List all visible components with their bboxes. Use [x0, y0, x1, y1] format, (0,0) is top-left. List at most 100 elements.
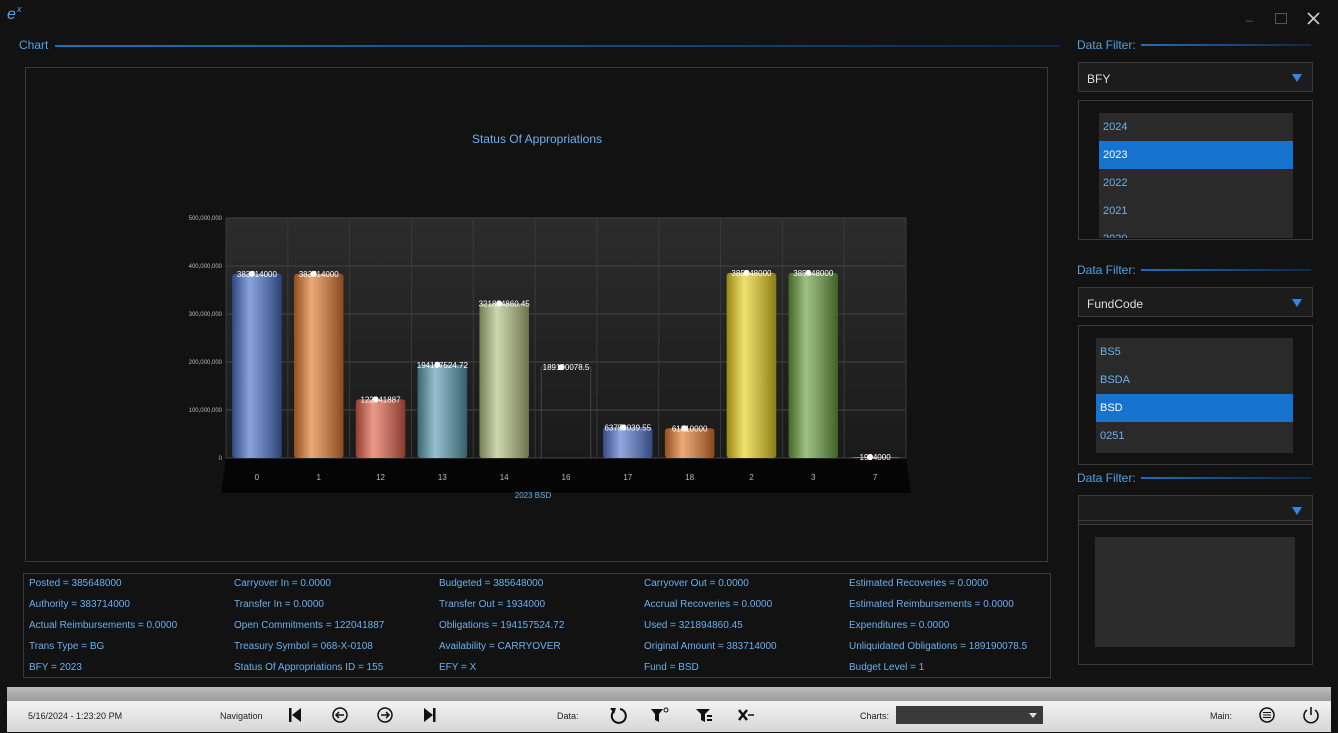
detail-field: Budget Level = 1 [849, 662, 925, 673]
y-tick-label: 400,000,000 [189, 264, 223, 270]
data-label: 189190078.5 [543, 363, 590, 372]
detail-field: Budgeted = 385648000 [439, 578, 544, 589]
header-line [55, 45, 1060, 47]
dropdown-arrow [1292, 74, 1302, 82]
bar-group: 385648000 [788, 269, 838, 458]
x-tick-label: 2 [749, 473, 754, 482]
data-point [434, 361, 441, 368]
detail-field: Estimated Recoveries = 0.0000 [849, 578, 989, 589]
close[interactable] [1307, 12, 1320, 25]
bar-group: 385648000 [726, 269, 777, 458]
data-point [619, 424, 626, 431]
power-button[interactable] [1303, 707, 1319, 724]
navigation-label: Navigation [220, 711, 263, 721]
filter-list: 2024 2023 2022 2021 2020 [1099, 113, 1293, 238]
filter-item[interactable]: 2021 [1103, 205, 1128, 217]
filter-item[interactable]: BS5 [1100, 346, 1121, 358]
charts-label: Charts: [860, 711, 890, 721]
charts-dropdown[interactable] [896, 706, 1043, 724]
data-point [310, 270, 317, 277]
scroll-strip [7, 687, 1331, 701]
maximize[interactable] [1275, 13, 1287, 24]
bar [540, 366, 592, 459]
dropdown-arrow [1292, 299, 1302, 307]
filter-line [1141, 477, 1311, 479]
dropdown-arrow [1292, 507, 1302, 515]
x-tick-label: 18 [685, 473, 694, 482]
prev-button[interactable] [332, 707, 348, 723]
y-tick-label: 200,000,000 [189, 360, 223, 366]
filter-list-panel: 2024 2023 2022 2021 2020 [1078, 100, 1313, 240]
filter-item[interactable]: 2023 [1099, 141, 1293, 169]
data-point [743, 269, 750, 276]
details-panel: Posted = 385648000 Carryover In = 0.0000 B… [23, 573, 1051, 678]
detail-field: Transfer Out = 1934000 [439, 599, 546, 610]
data-label: 194157524.72 [417, 361, 469, 370]
svg-text:x: x [16, 4, 22, 14]
detail-field: Trans Type = BG [29, 641, 105, 652]
timestamp: 5/16/2024 - 1:23:20 PM [28, 711, 123, 721]
last-button[interactable] [424, 708, 436, 722]
bar-group: 63750039.55 [603, 423, 653, 458]
filter-item[interactable]: 2024 [1103, 121, 1128, 133]
first-button[interactable] [289, 708, 301, 722]
detail-field: Unliquidated Obligations = 189190078.5 [849, 641, 1028, 652]
filter-dropdown[interactable]: BFY [1078, 62, 1313, 92]
filter-list-panel: BS5 BSDA BSD 0251 [1078, 325, 1313, 465]
x-tick-label: 3 [811, 473, 816, 482]
data-point [248, 270, 255, 277]
bar-shine [232, 273, 282, 458]
filter-list-button[interactable] [696, 709, 712, 722]
y-tick-label: 100,000,000 [189, 408, 223, 414]
bar-group: 321894860.45 [479, 299, 530, 458]
filter-item[interactable]: 0251 [1100, 430, 1125, 442]
detail-field: Open Commitments = 122041887 [234, 620, 385, 631]
filter-button[interactable] [651, 707, 669, 722]
svg-text:e: e [7, 6, 16, 23]
bar-group: 1934000 [850, 453, 900, 462]
refresh-button[interactable] [610, 708, 627, 724]
detail-field: Actual Reimbursements = 0.0000 [29, 620, 178, 631]
bar-group: 383714000 [294, 270, 344, 458]
y-tick-label: 500,000,000 [189, 216, 223, 222]
dropdown-value: FundCode [1087, 297, 1144, 311]
x-tick-label: 14 [500, 473, 509, 482]
plot-floor [221, 458, 911, 493]
filter-label: Data Filter: [1077, 471, 1136, 485]
filter-label: Data Filter: [1077, 263, 1136, 277]
chart-title: Status Of Appropriations [472, 132, 602, 146]
bar-shine [788, 272, 838, 458]
detail-field: Fund = BSD [644, 662, 699, 673]
data-label: 1934000 [860, 453, 892, 462]
detail-field: Obligations = 194157524.72 [439, 620, 565, 631]
filter-item[interactable]: 2022 [1103, 177, 1128, 189]
clear-filter-button[interactable] [738, 709, 754, 721]
chart: Status Of Appropriations 2023 BSD 0 100,0… [189, 132, 911, 500]
section-header: Chart [19, 38, 49, 52]
data-label: 383714000 [299, 270, 340, 279]
x-tick-label: 12 [376, 473, 385, 482]
detail-field: BFY = 2023 [29, 662, 82, 673]
bar-group: 122041887 [355, 395, 406, 458]
menu-button[interactable] [1259, 707, 1275, 723]
bar-group: 189190078.5 [540, 363, 592, 459]
bar-shine [850, 457, 900, 458]
data-label: 63750039.55 [604, 423, 651, 432]
x-tick-label: 13 [438, 473, 447, 482]
filter-item[interactable]: 2020 [1099, 225, 1293, 238]
x-tick-label: 16 [562, 473, 571, 482]
filter-dropdown[interactable]: FundCode [1078, 287, 1313, 317]
filter-list: BS5 BSDA BSD 0251 [1096, 338, 1293, 453]
data-point [558, 364, 564, 371]
detail-field: Availability = CARRYOVER [439, 641, 561, 652]
filter-item[interactable]: BSDA [1100, 374, 1130, 386]
filter-item[interactable]: BSD [1096, 394, 1293, 422]
minimize[interactable]: _ [1246, 8, 1253, 22]
data-point [681, 425, 688, 432]
next-button[interactable] [377, 707, 393, 723]
main-label: Main: [1210, 711, 1233, 721]
data-label: 385648000 [731, 269, 772, 278]
bar-shine [603, 427, 653, 458]
